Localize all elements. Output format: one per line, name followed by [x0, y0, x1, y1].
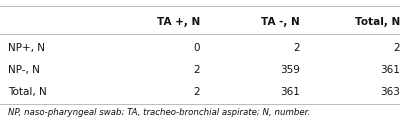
Text: 2: 2 — [193, 87, 200, 97]
Text: 359: 359 — [280, 65, 300, 75]
Text: 361: 361 — [380, 65, 400, 75]
Text: NP+, N: NP+, N — [8, 43, 45, 53]
Text: 2: 2 — [393, 43, 400, 53]
Text: 2: 2 — [293, 43, 300, 53]
Text: NP-, N: NP-, N — [8, 65, 40, 75]
Text: 2: 2 — [193, 65, 200, 75]
Text: 363: 363 — [380, 87, 400, 97]
Text: 0: 0 — [194, 43, 200, 53]
Text: 361: 361 — [280, 87, 300, 97]
Text: NP, naso-pharyngeal swab; TA, tracheo-bronchial aspirate; N, number.: NP, naso-pharyngeal swab; TA, tracheo-br… — [8, 108, 310, 117]
Text: Total, N: Total, N — [8, 87, 47, 97]
Text: Total, N: Total, N — [355, 17, 400, 27]
Text: TA +, N: TA +, N — [157, 17, 200, 27]
Text: TA -, N: TA -, N — [261, 17, 300, 27]
